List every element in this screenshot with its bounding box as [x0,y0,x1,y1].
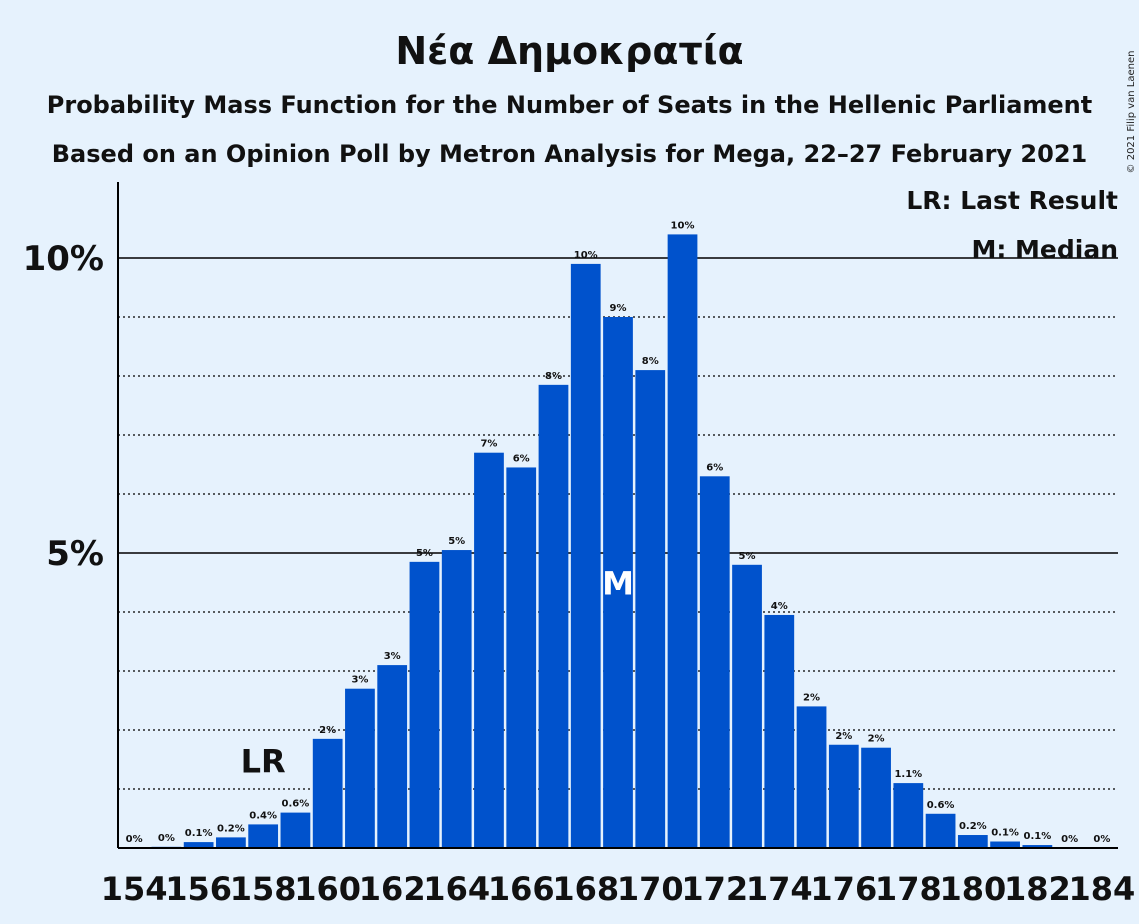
bar-seat-178 [893,783,924,848]
bar-seat-173 [732,564,762,848]
x-tick-label: 176 [810,870,877,908]
data-label: 8% [642,356,659,367]
data-label: 10% [671,220,695,231]
data-label: 0.2% [959,821,987,832]
bar-seat-171 [667,234,698,848]
bar-seat-175 [796,706,827,848]
data-label: 0% [158,833,175,844]
x-tick-label: 160 [294,870,361,908]
bar-seat-159 [280,812,311,848]
legend-median: M: Median [971,235,1118,264]
bar-seat-180 [957,835,988,848]
legend-last-result: LR: Last Result [906,186,1118,215]
bar-seat-174 [764,614,795,848]
data-label: 0% [126,834,143,845]
bar-seat-177 [861,747,891,848]
bar-seat-164 [441,550,472,848]
x-tick-label: 166 [488,870,555,908]
bars [151,234,1053,848]
x-tick-label: 172 [681,870,748,908]
bar-seat-181 [990,841,1020,848]
data-label: 5% [448,536,465,547]
data-label: 6% [513,453,530,464]
data-label: 9% [610,303,627,314]
bar-seat-169 [603,317,633,848]
data-label: 0.6% [927,800,955,811]
bar-seat-161 [345,688,375,848]
data-label: 0.2% [217,823,245,834]
bar-seat-162 [377,665,408,848]
data-label: 8% [545,371,562,382]
bar-seat-179 [925,813,956,848]
copyright-text: © 2021 Filip van Laenen [1126,51,1137,174]
x-tick-label: 168 [552,870,619,908]
chart-subtitle: Probability Mass Function for the Number… [47,91,1092,119]
data-label: 2% [868,734,885,745]
data-label: 0% [1061,834,1078,845]
data-labels: 0% 0% 0.1% 0.2% 0.4% 0.6% 2% 3% 3% 5% 5% 7% 6% 8% 10% 9… [126,220,1111,845]
data-label: 0.6% [282,799,310,810]
bar-seat-172 [699,476,730,848]
x-tick-label: 162 [359,870,426,908]
data-label: 2% [803,692,820,703]
bar-seat-170 [635,370,666,848]
data-label: 6% [706,462,723,473]
chart-subtitle-source: Based on an Opinion Poll by Metron Analy… [52,140,1087,168]
data-label: 10% [574,250,598,261]
axis-ticks: 5%10%15415615816016216416616817017217417… [23,239,1136,908]
bar-seat-160 [312,738,343,848]
data-label: 2% [835,731,852,742]
x-tick-label: 174 [746,870,813,908]
x-tick-label: 156 [165,870,232,908]
x-tick-label: 164 [423,870,490,908]
data-label: 4% [771,601,788,612]
bar-seat-168 [570,263,601,848]
data-label: 3% [384,651,401,662]
bar-seat-166 [506,467,537,848]
bar-seat-167 [538,384,569,848]
x-tick-label: 184 [1068,870,1135,908]
data-label: 5% [739,551,756,562]
data-label: 1.1% [894,769,922,780]
data-label: 3% [351,675,368,686]
x-tick-label: 158 [230,870,297,908]
data-label: 2% [319,725,336,736]
bar-seat-165 [474,452,504,848]
x-tick-label: 170 [617,870,684,908]
median-marker: M [602,564,634,602]
y-tick-label: 10% [23,239,104,279]
y-tick-label: 5% [46,534,104,574]
bar-seat-163 [409,561,440,848]
data-label: 7% [480,439,497,450]
data-label: 5% [416,548,433,559]
bar-seat-156 [183,842,214,848]
bar-seat-157 [216,837,246,848]
data-label: 0% [1093,834,1110,845]
last-result-marker: LR [241,742,286,780]
bar-seat-158 [248,824,279,848]
data-label: 0.1% [991,828,1019,839]
bar-seat-176 [828,744,859,848]
data-label: 0.1% [185,828,213,839]
data-label: 0.4% [249,810,277,821]
x-tick-label: 180 [939,870,1006,908]
data-label: 0.1% [1023,831,1051,842]
x-tick-label: 182 [1004,870,1071,908]
bar-seat-182 [1022,845,1053,848]
x-tick-label: 154 [101,870,168,908]
chart-title: Νέα Δημοκρατία [395,29,743,73]
x-tick-label: 178 [875,870,942,908]
